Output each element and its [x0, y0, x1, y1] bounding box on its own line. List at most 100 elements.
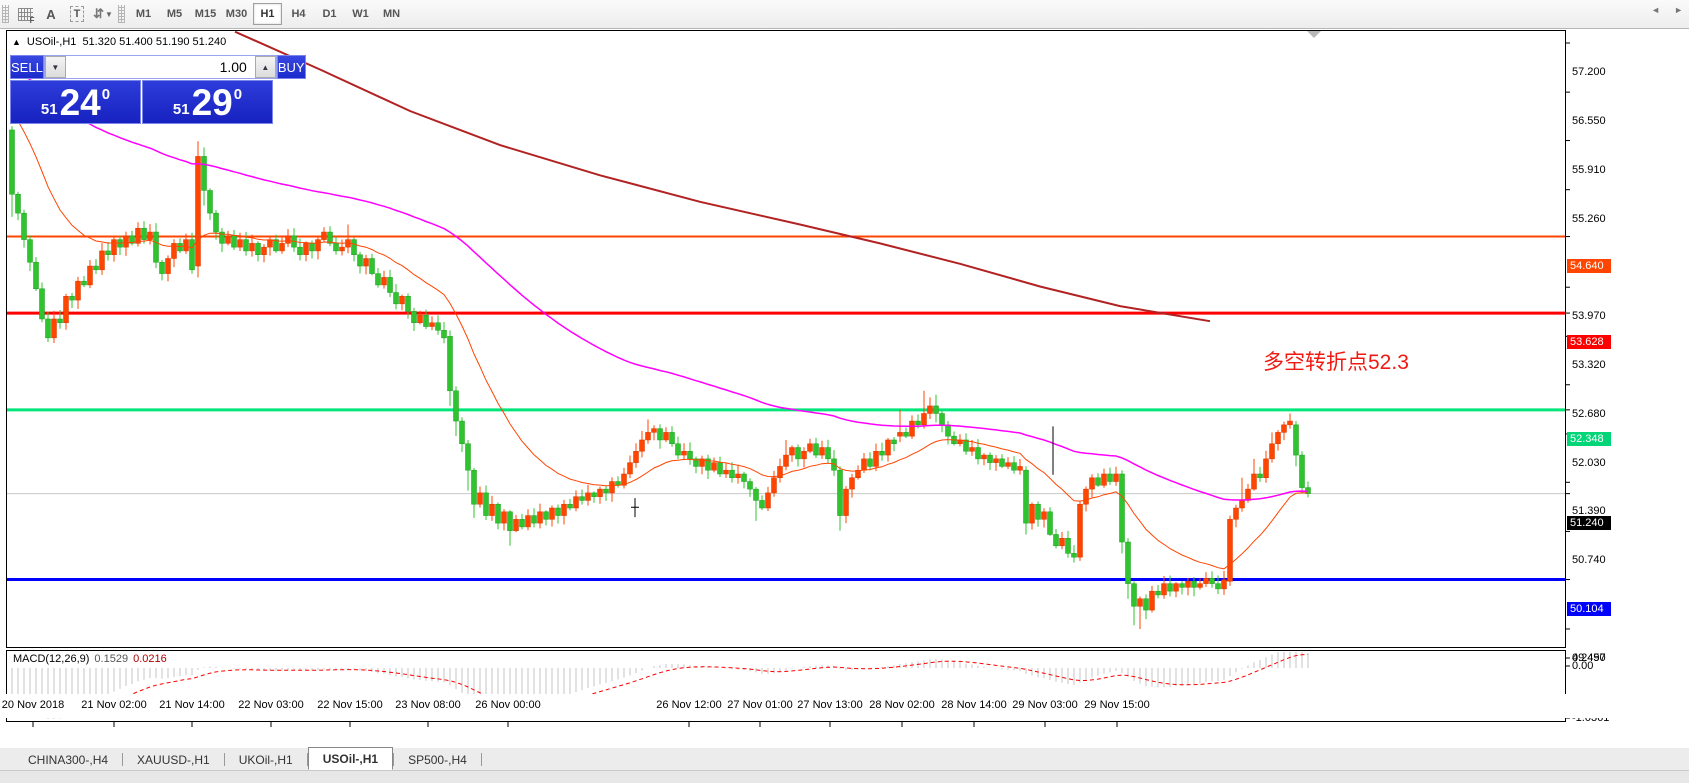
- price-axis-label: 53.970: [1572, 310, 1606, 323]
- toolbar-group-handle[interactable]: [118, 5, 125, 23]
- chart-tab-bar: CHINA300-,H4 XAUUSD-,H1 UKOil-,H1 USOil-,H1…: [0, 747, 1689, 770]
- moving-average-line: [11, 67, 1309, 501]
- price-badge: 51.240: [1567, 515, 1611, 530]
- macd-value: 0.1529: [94, 653, 129, 665]
- timeframe-button-m30[interactable]: M30: [225, 8, 248, 20]
- cycle-symbols-icon[interactable]: ⇵ ▼: [93, 6, 113, 21]
- chart-tab-xauusd-h1[interactable]: XAUUSD-,H1: [137, 752, 210, 767]
- time-axis-label: 27 Nov 13:00: [797, 699, 863, 711]
- price-axis-label: 52.680: [1572, 407, 1606, 420]
- moving-average-line: [234, 31, 1211, 323]
- time-axis-label: 20 Nov 2018: [1, 699, 65, 711]
- time-axis-label: 29 Nov 15:00: [1084, 699, 1150, 711]
- chart-tab-ukoil-h1[interactable]: UKOil-,H1: [238, 752, 293, 767]
- macd-indicator-label: MACD(12,26,9) 0.1529 0.0216: [13, 653, 167, 665]
- macd-pane-frame[interactable]: [6, 650, 1566, 722]
- time-axis-label: 28 Nov 14:00: [941, 699, 1007, 711]
- timeframe-button-m15[interactable]: M15: [194, 8, 217, 20]
- buy-price-point: 0: [233, 86, 243, 103]
- chart-tab-usoil-h1[interactable]: USOil-,H1: [307, 747, 394, 770]
- buy-button[interactable]: BUY: [276, 55, 306, 79]
- time-axis[interactable]: 20 Nov 2018 21 Nov 02:00 21 Nov 14:00 22 No…: [0, 694, 1689, 718]
- chart-annotation-text: 多空转折点52.3: [1263, 351, 1409, 374]
- time-axis-label: 21 Nov 14:00: [159, 699, 225, 711]
- price-axis-label: 52.030: [1572, 456, 1606, 469]
- time-axis-label: 27 Nov 01:00: [727, 699, 793, 711]
- toolbar-drag-handle[interactable]: [2, 5, 9, 23]
- price-axis-label: 49.450: [1572, 651, 1606, 664]
- tab-separator: [306, 753, 308, 766]
- timeframe-button-mn[interactable]: MN: [382, 8, 401, 20]
- tab-separator: [223, 753, 225, 766]
- chart-window: ▲ USOil-,H1 51.320 51.400 51.190 51.240 …: [0, 29, 1689, 747]
- timeframe-button-d1[interactable]: D1: [322, 8, 337, 20]
- chart-tab-sp500-h4[interactable]: SP500-,H4: [408, 752, 467, 767]
- collapse-trade-panel-icon[interactable]: ▲: [12, 37, 21, 47]
- timeframe-button-h1[interactable]: H1: [253, 3, 282, 25]
- buy-price[interactable]: 51 29 0: [142, 80, 273, 124]
- price-axis-label: 55.260: [1572, 212, 1606, 225]
- text-box-icon[interactable]: T: [65, 3, 89, 25]
- main-pane[interactable]: [7, 31, 1565, 629]
- indicators-list-icon[interactable]: F: [13, 3, 37, 25]
- volume-increase-button[interactable]: ▲: [254, 56, 276, 78]
- time-axis-label: 21 Nov 02:00: [81, 699, 147, 711]
- candles: [9, 126, 1311, 629]
- sell-button[interactable]: SELL: [10, 55, 44, 79]
- chart-title: ▲ USOil-,H1 51.320 51.400 51.190 51.240: [12, 36, 226, 48]
- macd-signal-value: 0.0216: [133, 653, 167, 665]
- price-axis-label: 51.390: [1572, 505, 1606, 518]
- price-badge: 52.348: [1567, 431, 1611, 446]
- toolbar: F A T ⇵ ▼ M1 M5 M15 M30 H1 H4 D1 W1 MN: [0, 0, 1689, 29]
- price-axis-label: 55.910: [1572, 163, 1606, 176]
- time-axis-label: 28 Nov 02:00: [869, 699, 935, 711]
- price-badge: 53.628: [1567, 335, 1611, 350]
- macd-axis-label: 0.2497: [1572, 652, 1606, 664]
- time-axis-label: 29 Nov 03:00: [1012, 699, 1078, 711]
- volume-input[interactable]: [65, 56, 255, 78]
- time-axis-label: 22 Nov 15:00: [317, 699, 383, 711]
- tab-separator: [480, 753, 482, 766]
- moving-average-line: [11, 111, 1309, 570]
- one-click-trading-panel: SELL ▼ ▲ BUY 51 24 0 51 29 0: [10, 55, 306, 124]
- text-label-icon[interactable]: A: [46, 6, 56, 22]
- time-axis-label: 22 Nov 03:00: [238, 699, 304, 711]
- chart-tab-china300-h4[interactable]: CHINA300-,H4: [28, 752, 109, 767]
- price-badge: 50.104: [1567, 601, 1611, 616]
- timeframe-button-h4[interactable]: H4: [291, 8, 306, 20]
- timeframe-buttons: M1 M5 M15 M30 H1 H4 D1 W1 MN: [128, 3, 407, 25]
- chart-symbol: USOil-,H1: [26, 36, 77, 48]
- volume-decrease-button[interactable]: ▼: [44, 56, 66, 78]
- macd-axis-label: 0.00: [1572, 660, 1594, 672]
- sell-price[interactable]: 51 24 0: [10, 80, 141, 124]
- tab-scroll-right-icon[interactable]: ►: [1674, 5, 1683, 15]
- chart-canvas[interactable]: [0, 29, 1689, 747]
- status-strip: [0, 770, 1689, 783]
- chart-shift-marker-icon[interactable]: [1307, 31, 1321, 38]
- sell-price-point: 0: [101, 86, 111, 103]
- volume-group: ▼ ▲: [43, 55, 277, 79]
- time-axis-label: 23 Nov 08:00: [395, 699, 461, 711]
- chevron-down-icon: ▼: [104, 9, 113, 19]
- tab-separator: [393, 753, 395, 766]
- macd-name: MACD(12,26,9): [13, 653, 90, 665]
- sell-price-pips: 24: [59, 82, 101, 123]
- tab-separator: [122, 753, 124, 766]
- chart-ohlc: 51.320 51.400 51.190 51.240: [82, 36, 227, 48]
- price-badge: 54.640: [1567, 258, 1611, 273]
- sell-price-handle: 51: [40, 101, 58, 118]
- time-axis-label: 26 Nov 12:00: [656, 699, 722, 711]
- buy-price-pips: 29: [191, 82, 233, 123]
- timeframe-button-w1[interactable]: W1: [352, 8, 369, 20]
- tab-scroll-left-icon[interactable]: ◄: [1651, 5, 1661, 15]
- main-pane-frame: [6, 30, 1566, 648]
- tab-scroll-arrows: ◄ ►: [1651, 5, 1683, 15]
- macd-signal-line: [11, 653, 1309, 717]
- price-axis-label: 53.320: [1572, 359, 1606, 372]
- buy-price-handle: 51: [172, 101, 190, 118]
- price-axis-label: 50.740: [1572, 554, 1606, 567]
- timeframe-button-m5[interactable]: M5: [166, 8, 183, 20]
- price-axis-label: 57.200: [1572, 66, 1606, 78]
- timeframe-button-m1[interactable]: M1: [135, 8, 152, 20]
